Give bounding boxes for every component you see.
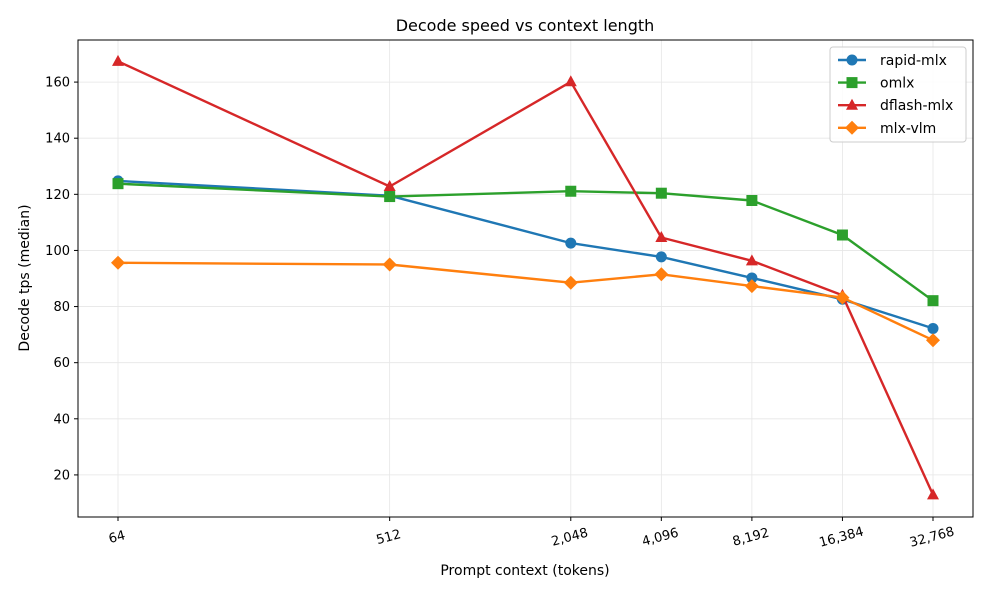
data-point-rapid-mlx	[565, 237, 577, 249]
data-point-rapid-mlx	[746, 272, 758, 284]
legend-marker	[846, 77, 858, 89]
legend: rapid-mlx omlx dflash-mlx mlx-vlm	[829, 46, 967, 143]
legend-items: rapid-mlx omlx dflash-mlx mlx-vlm	[838, 53, 953, 137]
data-point-mlx-vlm	[744, 279, 759, 294]
data-point-dflash-mlx	[655, 231, 668, 243]
y-tick-label: 80	[53, 300, 70, 315]
data-point-dflash-mlx	[927, 488, 939, 500]
series-group	[111, 54, 940, 500]
data-point-dflash-mlx	[112, 54, 124, 66]
legend-marker	[846, 98, 858, 110]
chart-title: Decode speed vs context length	[396, 16, 655, 35]
y-tick-label: 40	[53, 412, 70, 427]
y-tick-label: 120	[45, 188, 70, 203]
data-point-mlx-vlm	[926, 333, 940, 348]
x-tick-label: 64	[107, 528, 127, 547]
legend-label: rapid-mlx	[880, 53, 947, 69]
legend-marker	[845, 120, 859, 135]
data-point-dflash-mlx	[745, 254, 758, 266]
data-point-mlx-vlm	[563, 275, 578, 290]
legend-label: omlx	[880, 76, 914, 92]
legend-item-dflash-mlx: dflash-mlx	[838, 98, 953, 114]
legend-item-rapid-mlx: rapid-mlx	[838, 53, 947, 69]
data-point-omlx	[836, 229, 848, 241]
y-axis-label: Decode tps (median)	[17, 204, 33, 351]
legend-box	[829, 46, 967, 143]
data-point-rapid-mlx	[927, 322, 939, 334]
data-point-omlx	[565, 185, 577, 197]
x-axis-label: Prompt context (tokens)	[440, 563, 609, 579]
data-point-mlx-vlm	[382, 257, 397, 272]
series-mlx-vlm	[111, 255, 940, 348]
data-point-dflash-mlx	[383, 179, 396, 191]
data-point-dflash-mlx	[564, 75, 577, 87]
data-point-mlx-vlm	[654, 267, 669, 282]
legend-item-mlx-vlm: mlx-vlm	[838, 120, 936, 137]
series-omlx	[112, 178, 939, 307]
legend-marker	[846, 54, 858, 66]
y-tick-label: 160	[45, 76, 70, 91]
grid	[78, 40, 973, 517]
data-point-omlx	[655, 187, 667, 199]
y-tick-label: 20	[53, 468, 70, 483]
data-point-mlx-vlm	[835, 290, 850, 305]
legend-label: dflash-mlx	[880, 98, 953, 114]
legend-label: mlx-vlm	[880, 121, 936, 137]
data-point-omlx	[384, 191, 396, 203]
data-point-mlx-vlm	[111, 255, 125, 270]
x-tick-label: 512	[375, 527, 403, 548]
data-point-rapid-mlx	[655, 251, 667, 263]
y-tick-label: 60	[53, 356, 70, 371]
y-tick-label: 100	[45, 244, 70, 259]
data-point-omlx	[746, 194, 758, 206]
data-point-omlx	[927, 295, 939, 307]
data-point-omlx	[112, 178, 124, 190]
plot-area-frame	[77, 39, 974, 518]
y-tick-label: 140	[45, 132, 70, 147]
legend-item-omlx: omlx	[838, 76, 914, 92]
